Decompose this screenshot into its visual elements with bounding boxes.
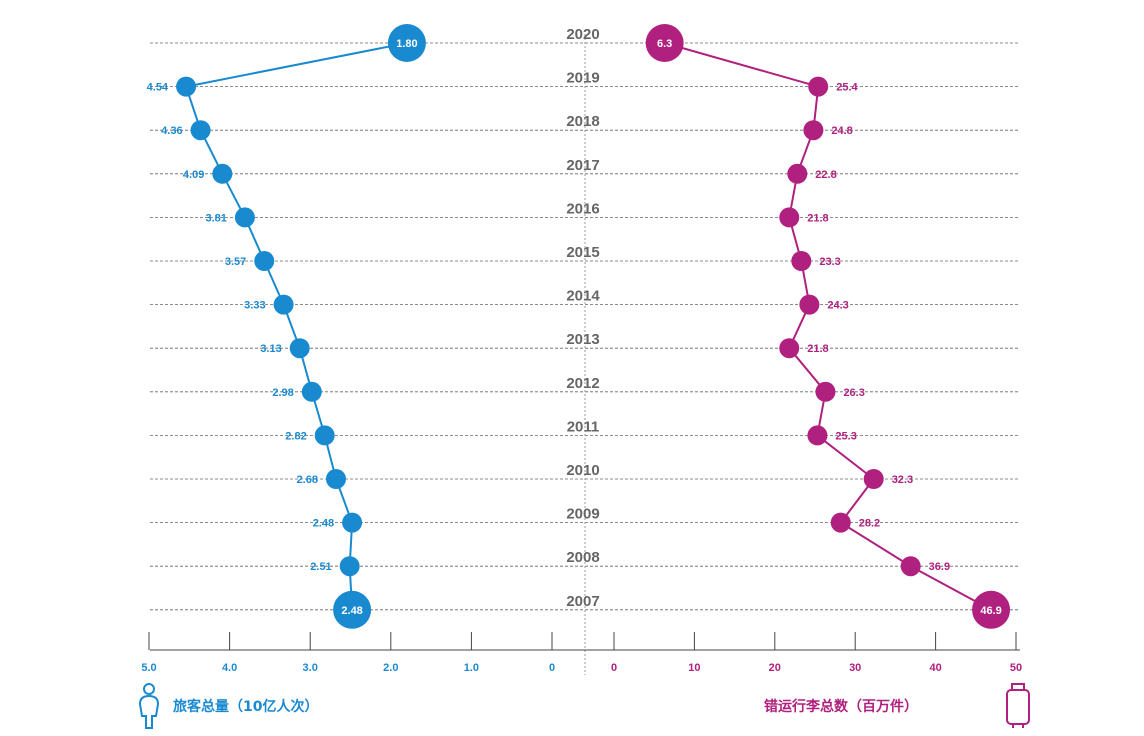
right-data-label: 6.3	[657, 38, 672, 50]
year-label: 2015	[566, 244, 599, 261]
right-data-point	[803, 120, 824, 141]
left-data-point	[342, 512, 363, 533]
left-data-point	[212, 163, 233, 184]
right-axis-tick-label: 20	[769, 662, 781, 674]
luggage-icon	[1006, 683, 1030, 728]
passenger-series: 1.80 4.54 4.36 4.09 3.81 3.57 3.33 3.13 2.98 2.82…	[147, 24, 426, 629]
left-data-label: 4.09	[183, 169, 204, 181]
year-label: 2010	[566, 462, 599, 479]
right-data-point	[807, 425, 828, 446]
left-data-label: 2.48	[313, 518, 334, 530]
right-data-point	[863, 469, 884, 489]
left-data-label: 3.13	[260, 343, 281, 355]
left-data-point	[387, 24, 426, 62]
left-data-point	[333, 590, 372, 629]
right-axis-tick-label: 0	[611, 662, 617, 674]
right-data-point	[787, 163, 808, 184]
left-data-label: 2.98	[272, 387, 293, 399]
right-data-point	[645, 24, 684, 62]
year-label: 2008	[566, 549, 599, 566]
right-data-label: 21.8	[807, 343, 828, 355]
left-data-label: 3.81	[205, 212, 226, 224]
left-data-label: 2.82	[285, 430, 306, 442]
right-data-point	[815, 381, 836, 402]
left-data-point	[273, 294, 294, 315]
year-label: 2011	[567, 418, 600, 435]
year-label: 2018	[566, 113, 599, 130]
year-label: 2019	[566, 70, 599, 87]
left-axis-tick-label: 3.0	[303, 662, 318, 674]
left-data-point	[325, 469, 346, 489]
left-data-point	[301, 381, 322, 402]
left-axis-title: 旅客总量（10亿人次）	[173, 698, 318, 715]
right-data-label: 24.3	[827, 300, 848, 312]
year-label: 2014	[566, 288, 600, 305]
right-data-label: 28.2	[859, 518, 880, 530]
right-axis-tick-label: 30	[849, 662, 861, 674]
left-data-point	[289, 338, 310, 359]
left-data-label: 3.33	[244, 300, 265, 312]
year-labels: 2020 2019 2018 2017 2016 2015 2014 2013 2012 2011…	[566, 26, 600, 610]
left-axis-tick-label: 1.0	[464, 662, 479, 674]
axes: 5.0 4.0 3.0 2.0 1.0 0 0 10 20 30 40 50	[141, 632, 1022, 674]
year-label: 2007	[566, 593, 599, 610]
year-label: 2013	[566, 331, 599, 348]
right-data-label: 25.3	[835, 430, 856, 442]
left-data-label: 4.36	[161, 125, 182, 137]
right-data-label: 23.3	[819, 256, 840, 268]
left-axis-tick-label: 2.0	[383, 662, 398, 674]
right-data-point	[972, 590, 1011, 629]
right-data-point	[808, 76, 829, 97]
right-data-label: 46.9	[980, 605, 1001, 617]
year-label: 2012	[566, 375, 599, 392]
right-data-point	[779, 207, 800, 228]
left-data-label: 1.80	[396, 38, 417, 50]
left-data-point	[314, 425, 335, 446]
left-data-point	[234, 207, 255, 228]
right-data-point	[900, 556, 921, 577]
left-data-label: 2.48	[341, 605, 362, 617]
left-data-point	[254, 251, 275, 271]
left-data-label: 3.57	[225, 256, 246, 268]
year-label: 2017	[566, 157, 599, 174]
right-data-point	[830, 512, 851, 533]
left-axis-tick-label: 4.0	[222, 662, 237, 674]
right-axis-tick-label: 50	[1010, 662, 1022, 674]
right-data-point	[791, 251, 812, 271]
year-label: 2016	[566, 200, 599, 217]
left-data-point	[339, 556, 360, 577]
left-axis-tick-label: 5.0	[141, 662, 156, 674]
right-axis-tick-label: 10	[688, 662, 700, 674]
left-data-point	[176, 76, 197, 97]
right-data-label: 21.8	[807, 212, 828, 224]
left-data-point	[190, 120, 211, 141]
right-axis-title: 错运行李总数（百万件）	[764, 698, 918, 715]
right-data-label: 25.4	[836, 82, 858, 94]
person-icon	[138, 683, 160, 729]
year-label: 2009	[566, 506, 599, 523]
right-data-label: 24.8	[831, 125, 852, 137]
right-data-label: 22.8	[815, 169, 836, 181]
right-data-label: 32.3	[892, 474, 913, 486]
left-data-label: 2.68	[297, 474, 318, 486]
year-label: 2020	[566, 26, 599, 43]
left-data-label: 4.54	[147, 82, 169, 94]
baggage-series: 6.3 25.4 24.8 22.8 21.8 23.3 24.3 21.8 26.3 25.3 3…	[645, 24, 1011, 629]
right-data-point	[779, 338, 800, 359]
right-data-label: 26.3	[843, 387, 864, 399]
right-axis-tick-label: 40	[929, 662, 941, 674]
left-axis-tick-label: 0	[549, 662, 555, 674]
left-series-line	[184, 42, 408, 610]
right-data-point	[799, 294, 820, 315]
right-series-line	[664, 42, 992, 611]
left-data-label: 2.51	[310, 561, 331, 573]
right-data-label: 36.9	[929, 561, 950, 573]
